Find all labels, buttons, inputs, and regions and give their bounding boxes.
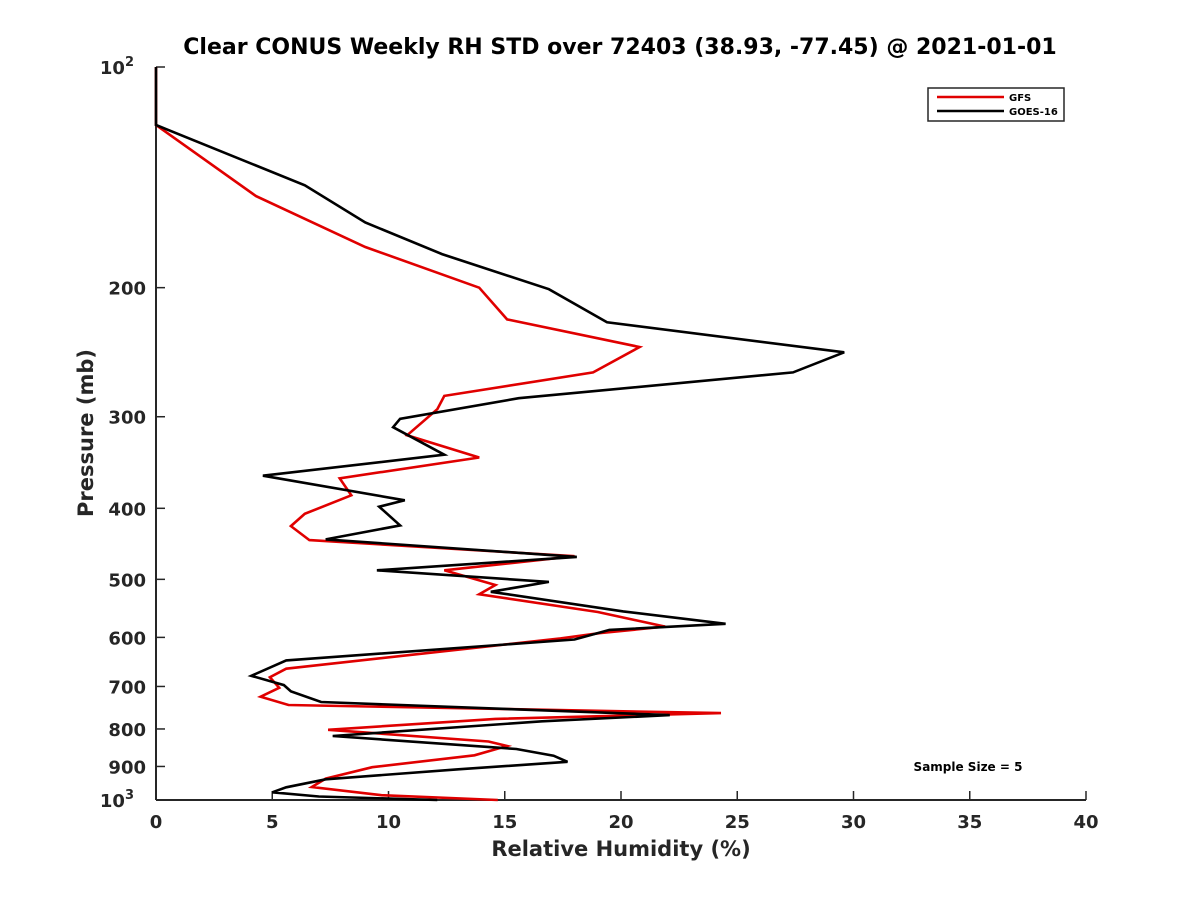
y-tick-label: 200 (108, 279, 146, 300)
x-tick-label: 40 (1073, 812, 1098, 833)
x-tick-label: 5 (266, 812, 279, 833)
x-tick-label: 30 (841, 812, 866, 833)
x-tick-label: 20 (608, 812, 633, 833)
legend: GFS GOES-16 (927, 87, 1065, 122)
y-tick-label: 300 (108, 408, 146, 429)
x-axis-label: Relative Humidity (%) (491, 837, 750, 861)
y-tick-label: 700 (108, 677, 146, 698)
x-tick-label: 25 (725, 812, 750, 833)
x-tick-label: 0 (150, 812, 163, 833)
series-line-gfs (154, 67, 722, 802)
chart-title: Clear CONUS Weekly RH STD over 72403 (38… (183, 35, 1056, 60)
y-axis-label: Pressure (mb) (74, 349, 98, 517)
x-tick-label: 15 (492, 812, 517, 833)
sample-size-annotation: Sample Size = 5 (914, 760, 1023, 774)
y-tick-label: 400 (108, 499, 146, 520)
legend-box (927, 87, 1065, 122)
y-tick-label: 600 (108, 628, 146, 649)
x-tick-label: 35 (957, 812, 982, 833)
series-line-goes-16 (154, 67, 845, 802)
y-tick-label: 800 (108, 720, 146, 741)
legend-label-gfs: GFS (1009, 93, 1031, 104)
y-tick-label: 102 (100, 55, 134, 79)
x-tick-label: 10 (376, 812, 401, 833)
y-tick-label: 103 (100, 788, 134, 812)
y-tick-label: 500 (108, 570, 146, 591)
legend-label-goes-16: GOES-16 (1009, 107, 1058, 118)
y-tick-label: 900 (108, 757, 146, 778)
